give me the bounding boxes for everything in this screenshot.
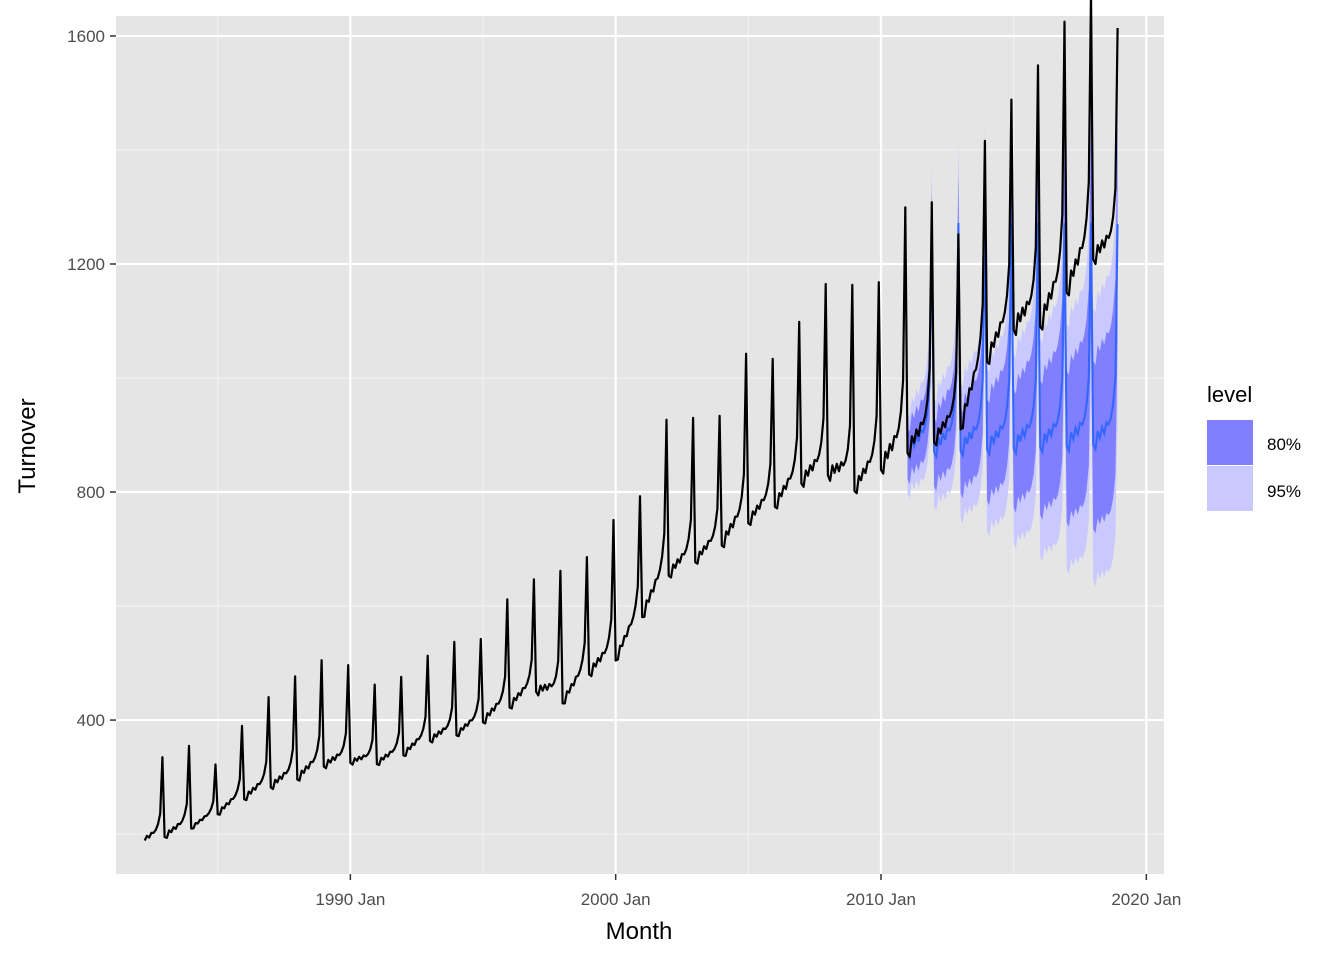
legend-label-80: 80% [1267, 435, 1301, 454]
x-axis-title: Month [606, 918, 673, 945]
legend: level 80% 95% [1207, 382, 1301, 511]
legend-swatch-80 [1207, 420, 1253, 465]
x-tick-label: 2000 Jan [581, 890, 651, 909]
x-tick-label: 2020 Jan [1111, 890, 1181, 909]
x-tick-label: 2010 Jan [846, 890, 916, 909]
y-tick-label: 1600 [67, 27, 105, 46]
y-tick-label: 800 [77, 483, 105, 502]
y-tick-label: 400 [77, 711, 105, 730]
legend-swatch-95 [1207, 466, 1253, 511]
y-axis: 400 800 1200 1600 [67, 27, 116, 730]
x-axis: 1990 Jan 2000 Jan 2010 Jan 2020 Jan [315, 874, 1181, 909]
legend-title: level [1207, 382, 1252, 407]
observed-line [143, 0, 1119, 841]
y-axis-title: Turnover [14, 398, 41, 493]
legend-label-95: 95% [1267, 482, 1301, 501]
grid-minor [116, 16, 1164, 874]
series-lines [143, 0, 1119, 841]
x-tick-label: 1990 Jan [315, 890, 385, 909]
y-tick-label: 1200 [67, 255, 105, 274]
forecast-line [906, 222, 1119, 462]
